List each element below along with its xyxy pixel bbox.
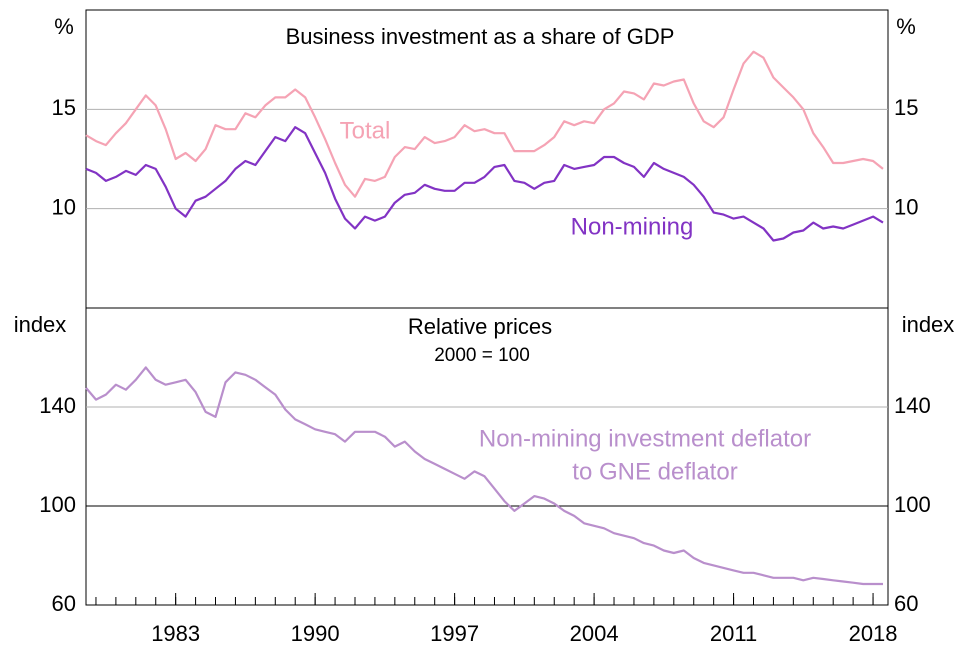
y-label-left: index (14, 312, 67, 337)
bottom-title: Relative prices (408, 314, 552, 339)
y-label-left: % (54, 14, 74, 39)
y-tick-label: 140 (39, 393, 76, 418)
top-title: Business investment as a share of GDP (286, 24, 675, 49)
y-tick-label: 100 (39, 492, 76, 517)
x-tick-label: 2018 (849, 621, 898, 646)
y-tick-label: 60 (894, 591, 918, 616)
y-tick-label: 15 (52, 95, 76, 120)
series-line (85, 50, 884, 198)
y-tick-label: 10 (894, 194, 918, 219)
x-tick-label: 1990 (291, 621, 340, 646)
y-tick-label: 10 (52, 194, 76, 219)
y-label-right: index (902, 312, 955, 337)
y-tick-label: 60 (52, 591, 76, 616)
x-tick-label: 2004 (570, 621, 619, 646)
series-label: to GNE deflator (572, 458, 737, 485)
series-label: Total (340, 117, 391, 144)
bottom-subtitle: 2000 = 100 (434, 345, 530, 366)
y-tick-label: 100 (894, 492, 931, 517)
y-label-right: % (896, 14, 916, 39)
x-tick-label: 1997 (430, 621, 479, 646)
x-tick-label: 1983 (151, 621, 200, 646)
y-tick-label: 15 (894, 95, 918, 120)
series-line (85, 366, 883, 586)
series-label: Non-mining (571, 213, 694, 240)
y-tick-label: 140 (894, 393, 931, 418)
series-line (85, 126, 884, 242)
series-label: Non-mining investment deflator (479, 425, 811, 452)
x-tick-label: 2011 (710, 621, 757, 646)
